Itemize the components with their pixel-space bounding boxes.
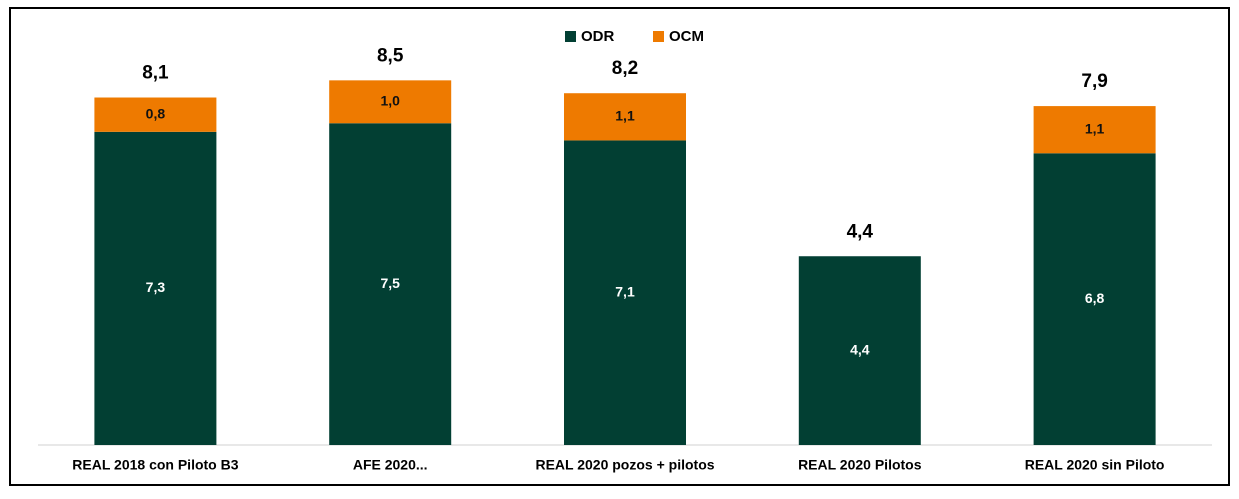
data-label: 1,0 <box>380 93 400 109</box>
bar-segment <box>564 93 686 141</box>
bar-segment <box>94 131 217 445</box>
bar-segment <box>94 97 217 132</box>
total-label: 8,5 <box>377 45 404 66</box>
total-label: 4,4 <box>847 221 874 242</box>
bar-segment <box>329 80 452 124</box>
data-label: 1,1 <box>1085 120 1105 136</box>
bar-segment <box>1033 153 1156 445</box>
total-label: 8,1 <box>142 63 169 84</box>
bar-segment <box>1033 106 1156 154</box>
data-label: 7,1 <box>615 283 635 299</box>
data-label: 4,4 <box>850 341 870 357</box>
data-label: 1,1 <box>615 108 635 124</box>
legend-label: OCM <box>669 28 704 45</box>
x-tick-label: REAL 2020 Pilotos <box>798 457 922 473</box>
legend-swatch <box>565 31 576 42</box>
data-label: 7,3 <box>146 279 166 295</box>
data-label: 7,5 <box>380 275 400 291</box>
total-label: 7,9 <box>1081 71 1107 92</box>
bar-segment <box>329 123 452 445</box>
bar-segment <box>564 140 686 445</box>
bar-segment <box>798 256 921 445</box>
x-tick-label: REAL 2020 pozos + pilotos <box>535 457 714 473</box>
legend-label: ODR <box>581 28 615 45</box>
x-tick-label: REAL 2020 sin Piloto <box>1025 457 1165 473</box>
data-label: 6,8 <box>1085 290 1105 306</box>
total-label: 8,2 <box>612 58 638 79</box>
x-tick-label: AFE 2020... <box>353 457 428 473</box>
legend-swatch <box>653 31 664 42</box>
x-tick-label: REAL 2018 con Piloto B3 <box>72 457 238 473</box>
data-label: 0,8 <box>146 105 166 121</box>
